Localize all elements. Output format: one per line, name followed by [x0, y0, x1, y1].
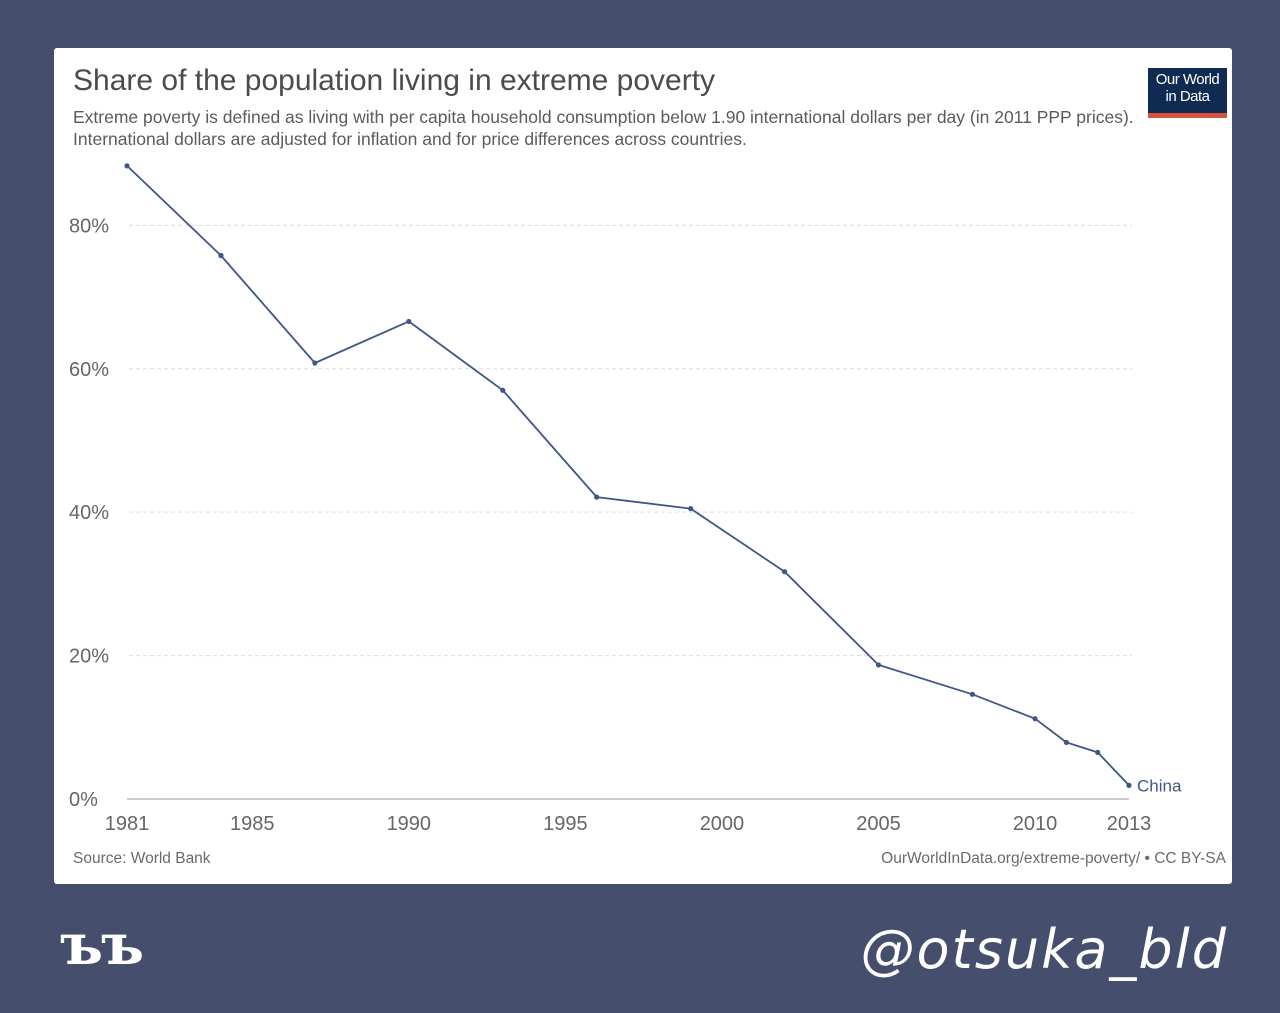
source-note: Source: World Bank — [73, 850, 211, 867]
x-tick-label-1985: 1985 — [230, 813, 275, 835]
x-tick-label-2000: 2000 — [700, 813, 745, 835]
data-point-2010[interactable] — [1032, 716, 1038, 722]
data-point-1993[interactable] — [500, 387, 506, 393]
author-handle: @otsuka_bld — [860, 918, 1228, 981]
x-tick-label-1995: 1995 — [543, 813, 588, 835]
x-tick-label-1981: 1981 — [105, 813, 150, 835]
x-tick-label-1990: 1990 — [387, 813, 432, 835]
chart-subtitle: Extreme poverty is defined as living wit… — [73, 107, 1134, 149]
credit-link[interactable]: OurWorldInData.org/extreme-poverty/ • CC… — [881, 850, 1226, 867]
y-tick-label-0: 0% — [69, 789, 98, 811]
logo-accent-bar — [1148, 113, 1227, 118]
x-tick-label-2005: 2005 — [856, 813, 901, 835]
data-point-2013[interactable] — [1126, 782, 1132, 788]
x-tick-label-2013: 2013 — [1107, 813, 1152, 835]
data-point-2008[interactable] — [969, 691, 976, 697]
data-point-2002[interactable] — [781, 569, 788, 575]
x-tick-label-2010: 2010 — [1013, 813, 1058, 835]
data-point-2011[interactable] — [1063, 739, 1069, 745]
y-tick-label-60: 60% — [69, 359, 109, 381]
y-tick-label-40: 40% — [69, 502, 109, 524]
data-point-1984[interactable] — [218, 252, 224, 259]
y-axis-ticks: 0% 20% 40% 60% 80% — [69, 215, 109, 811]
logo-line1: Our World — [1155, 71, 1220, 88]
data-point-1987[interactable] — [312, 360, 318, 366]
x-axis-ticks: 1981 1985 1990 1995 2000 2005 2010 2013 — [105, 813, 1152, 835]
grid-lines — [129, 224, 1132, 657]
logo-line2: in Data — [1165, 88, 1210, 105]
brand-mark: ъъ — [60, 912, 144, 978]
data-point-1981[interactable] — [124, 163, 130, 169]
data-point-1990[interactable] — [406, 318, 412, 325]
chart-card: Share of the population living in extrem… — [54, 48, 1232, 884]
y-tick-label-20: 20% — [69, 646, 109, 668]
chart-title: Share of the population living in extrem… — [73, 64, 716, 97]
series-layer: China — [124, 163, 1182, 795]
owid-logo: Our World in Data — [1148, 68, 1227, 118]
series-line-china — [126, 165, 1130, 787]
data-point-2012[interactable] — [1095, 749, 1101, 755]
line-chart: 0% 20% 40% 60% 80% 1981 1985 1990 1995 2000 2005 2… — [69, 163, 1182, 835]
y-tick-label-80: 80% — [69, 215, 109, 237]
data-point-1999[interactable] — [688, 505, 694, 512]
data-point-1996[interactable] — [594, 494, 600, 500]
data-point-2005[interactable] — [875, 662, 882, 668]
series-label: China — [1137, 776, 1182, 795]
